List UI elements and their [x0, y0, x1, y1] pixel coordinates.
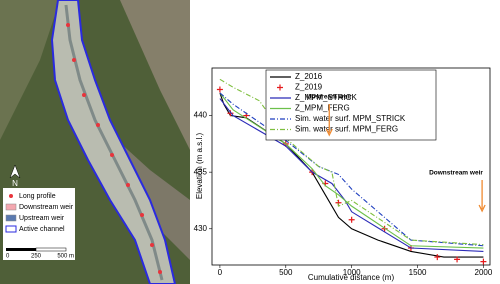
- y-tick-label: 430: [194, 224, 208, 233]
- series-line: [219, 92, 484, 249]
- annotation-arrowhead: [325, 128, 333, 137]
- x-tick-label: 500: [279, 268, 293, 277]
- legend-box: [265, 69, 437, 141]
- series-line: [219, 78, 484, 246]
- x-tick-label: 1000: [343, 268, 361, 277]
- marker: [454, 256, 461, 263]
- legend-label: Long profile: [19, 193, 56, 200]
- legend-symbol: [5, 203, 17, 211]
- north-label: N: [12, 179, 18, 188]
- marker: [348, 216, 355, 223]
- scale-label: 500 m: [57, 254, 74, 260]
- marker: [216, 86, 223, 93]
- annotation: Downstream weir: [429, 170, 483, 177]
- legend-label: Upstream weir: [19, 215, 65, 222]
- map-field: [120, 0, 190, 150]
- legend-label: Z_2019: [295, 83, 323, 92]
- x-axis-label: Cumulative distance (m): [308, 273, 395, 282]
- legend-symbol: [5, 225, 17, 233]
- annotation: Upstream weir: [307, 94, 352, 101]
- active-channel: [50, 0, 177, 284]
- long-profile-points: [66, 23, 162, 274]
- chart: Cumulative distance (m) Elevation (m a.s…: [194, 67, 493, 282]
- legend-label: Sim. water surf. MPM_STRICK: [295, 114, 406, 123]
- y-tick-label: 440: [194, 111, 208, 120]
- river: [64, 4, 164, 281]
- x-tick-label: 1500: [409, 268, 427, 277]
- legend-label: Active channel: [19, 226, 65, 233]
- y-axis-label: Elevation (m a.s.l.): [195, 133, 204, 200]
- marker: [434, 254, 441, 261]
- scale-label: 0: [6, 254, 10, 260]
- marker: [480, 258, 487, 265]
- north-arrow: [9, 164, 21, 179]
- legend-label: Z_MPM_STRICK: [295, 93, 357, 102]
- legend-symbol: [9, 194, 13, 198]
- map-field: [0, 0, 60, 140]
- legend-label: Z_MPM_FERG: [295, 104, 350, 113]
- legend-label: Z_2016: [295, 72, 323, 81]
- annotation-arrowhead: [478, 204, 486, 213]
- scale-bar: [6, 248, 36, 251]
- map: N Long profile Downstream weir Upstream …: [0, 0, 190, 284]
- x-tick-label: 2000: [475, 268, 493, 277]
- scale-label: 250: [31, 254, 42, 260]
- series-line: [219, 98, 484, 252]
- legend-symbol: [5, 214, 17, 222]
- y-tick-label: 435: [194, 167, 208, 176]
- legend-label: Downstream weir: [19, 204, 74, 211]
- marker: [277, 84, 283, 91]
- x-tick-label: 0: [218, 268, 223, 277]
- legend-label: Sim. water surf. MPM_FERG: [295, 125, 398, 134]
- scale-bar: [35, 247, 67, 252]
